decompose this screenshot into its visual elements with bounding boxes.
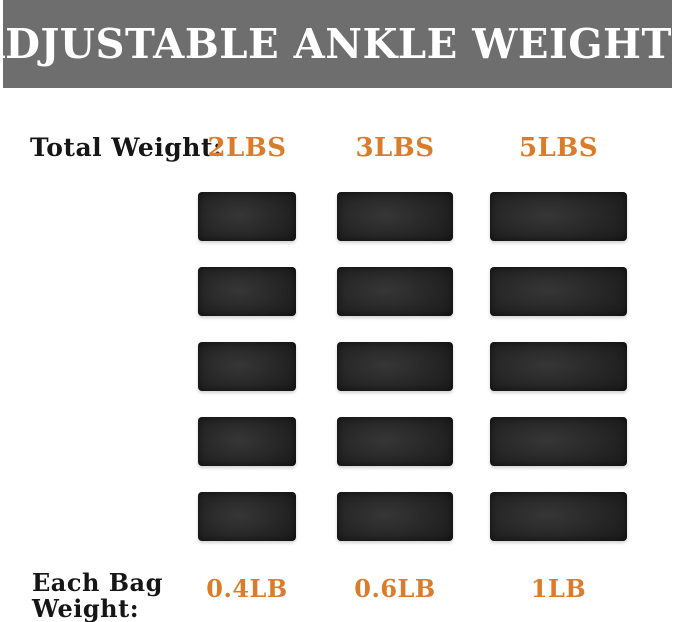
- weight-bag: [198, 267, 296, 316]
- each-bag-weight-label-line2: Weight:: [32, 594, 140, 622]
- weight-bag: [337, 267, 453, 316]
- weight-bag: [198, 342, 296, 391]
- bag-weight-value-col1: 0.4LB: [206, 574, 288, 603]
- weight-bag: [490, 492, 627, 541]
- weight-bag: [198, 492, 296, 541]
- bag-weight-value-col2: 0.6LB: [354, 574, 436, 603]
- weight-bag: [490, 267, 627, 316]
- bag-column-5lbs: [490, 192, 627, 541]
- bag-column-3lbs: [337, 192, 453, 541]
- weight-bag: [198, 417, 296, 466]
- weight-bag: [337, 417, 453, 466]
- banner: ADJUSTABLE ANKLE WEIGHTS: [0, 0, 679, 88]
- bag-weight-value-col3: 1LB: [530, 574, 587, 603]
- weight-bag: [490, 192, 627, 241]
- weight-bag: [490, 342, 627, 391]
- each-bag-weight-label: Each Bag Weight:: [32, 570, 163, 622]
- weight-bag: [490, 417, 627, 466]
- total-weight-value-col2: 3LBS: [355, 133, 435, 163]
- weight-bag: [337, 492, 453, 541]
- total-weight-label: Total Weight:: [30, 133, 223, 162]
- bag-column-2lbs: [198, 192, 296, 541]
- weight-bag: [337, 192, 453, 241]
- weight-bag: [337, 342, 453, 391]
- weight-bag: [198, 192, 296, 241]
- each-bag-weight-label-line1: Each Bag: [32, 568, 163, 597]
- total-weight-value-col1: 2LBS: [207, 133, 287, 163]
- banner-title: ADJUSTABLE ANKLE WEIGHTS: [0, 20, 679, 68]
- total-weight-value-col3: 5LBS: [518, 133, 599, 163]
